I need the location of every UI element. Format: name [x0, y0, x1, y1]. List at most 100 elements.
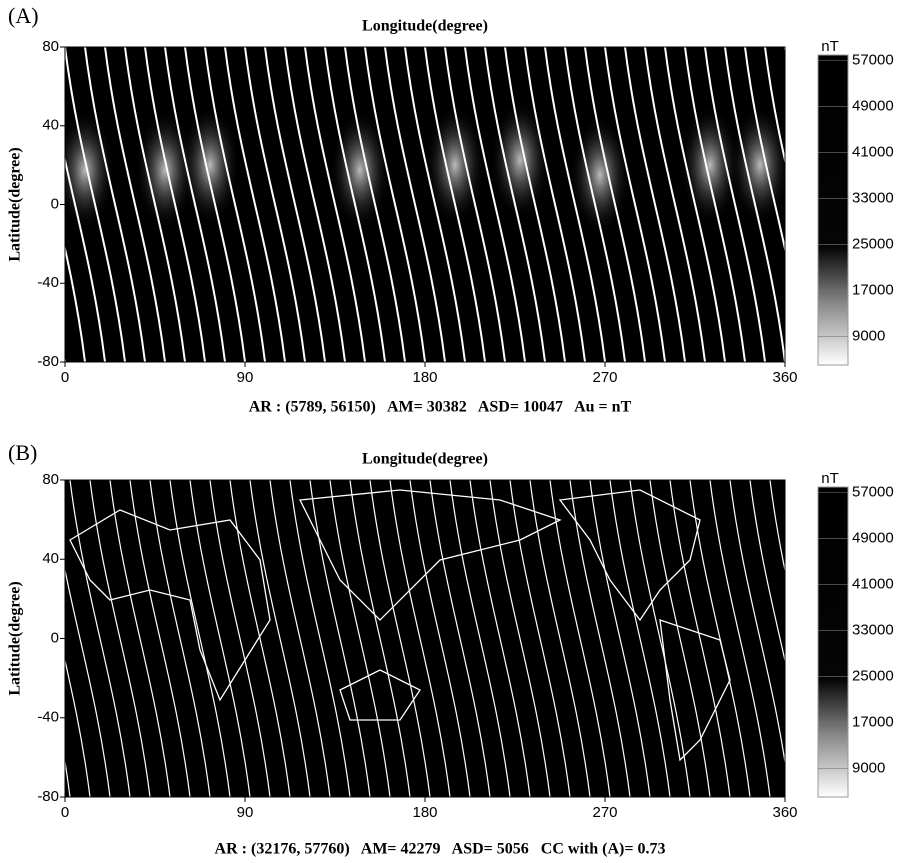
- satellite-track: [129, 480, 191, 797]
- colorbar-tick-label: 9000: [852, 327, 885, 344]
- map-background: [65, 480, 785, 797]
- satellite-track: [264, 47, 326, 362]
- satellite-track: [769, 480, 785, 574]
- x-tick-label: 90: [237, 369, 254, 386]
- satellite-track: [249, 480, 311, 797]
- colorbar-tick-label: 41000: [852, 576, 894, 593]
- bright-patch: [680, 105, 740, 225]
- satellite-track: [704, 47, 766, 362]
- satellite-track: [65, 657, 91, 797]
- satellite-track: [349, 480, 411, 797]
- satellite-track: [304, 47, 366, 362]
- x-tick-label: 360: [772, 804, 797, 821]
- satellite-track: [65, 567, 111, 797]
- y-tick-label: 80: [42, 38, 59, 55]
- satellite-track: [664, 47, 726, 362]
- satellite-track: [204, 47, 266, 362]
- satellite-track: [384, 47, 446, 362]
- satellite-track: [689, 480, 751, 797]
- satellite-track: [224, 47, 286, 362]
- colorbar-tick-label: 57000: [852, 52, 894, 69]
- x-tick-label: 270: [592, 369, 617, 386]
- satellite-track: [389, 480, 451, 797]
- colorbar-tick-label: 17000: [852, 713, 894, 730]
- colorbar-tick-label: 41000: [852, 144, 894, 161]
- satellite-track: [589, 480, 651, 797]
- satellite-track: [124, 47, 186, 362]
- satellite-track: [624, 47, 686, 362]
- satellite-track: [244, 47, 306, 362]
- x-tick-label: 180: [412, 804, 437, 821]
- x-tick-label: 270: [592, 804, 617, 821]
- colorbar-tick-label: 33000: [852, 621, 894, 638]
- satellite-track: [209, 480, 271, 797]
- satellite-track: [464, 47, 526, 362]
- caption: AR : (32176, 57760) AM= 42279 ASD= 5056 …: [215, 841, 666, 858]
- panel-label: (B): [8, 440, 37, 465]
- colorbar: [817, 486, 849, 798]
- y-tick-label: 80: [42, 471, 59, 488]
- satellite-track: [444, 47, 506, 362]
- satellite-track: [409, 480, 471, 797]
- satellite-track: [364, 47, 426, 362]
- satellite-track: [644, 47, 706, 362]
- y-tick-label: 0: [51, 629, 59, 646]
- satellite-track: [629, 480, 691, 797]
- satellite-track: [404, 47, 466, 362]
- y-tick-label: 0: [51, 195, 59, 212]
- satellite-track: [709, 480, 771, 797]
- chart-title: Longitude(degree): [362, 451, 488, 468]
- coastline: [69, 489, 731, 762]
- satellite-track: [569, 480, 631, 797]
- satellite-track: [69, 480, 131, 797]
- satellite-track: [509, 480, 571, 797]
- colorbar-unit: nT: [821, 470, 839, 487]
- colorbar-tick-label: 57000: [852, 484, 894, 501]
- satellite-track: [469, 480, 531, 797]
- satellite-track: [424, 47, 486, 362]
- satellite-track: [229, 480, 291, 797]
- satellite-track: [729, 480, 785, 766]
- x-tick-label: 360: [772, 369, 797, 386]
- satellite-track: [609, 480, 671, 797]
- x-tick-label: 0: [61, 369, 69, 386]
- y-tick-label: -80: [37, 353, 59, 370]
- satellite-track: [749, 480, 785, 664]
- satellite-track: [189, 480, 251, 797]
- y-tick-label: -40: [37, 709, 59, 726]
- colorbar-tick-label: 25000: [852, 235, 894, 252]
- colorbar: [817, 54, 849, 366]
- x-tick-label: 0: [61, 804, 69, 821]
- x-tick-label: 90: [237, 804, 254, 821]
- colorbar-tick-label: 9000: [852, 759, 885, 776]
- bright-patch: [730, 105, 785, 225]
- colorbar-tick-label: 25000: [852, 667, 894, 684]
- satellite-track: [529, 480, 591, 797]
- satellite-track: [309, 480, 371, 797]
- satellite-track: [169, 480, 231, 797]
- satellite-track: [289, 480, 351, 797]
- satellite-track: [329, 480, 391, 797]
- satellite-track: [744, 47, 785, 254]
- bright-patch: [330, 110, 390, 230]
- satellite-track: [65, 47, 126, 362]
- satellite-track: [429, 480, 491, 797]
- map-area: [65, 480, 785, 797]
- colorbar-tick-label: 49000: [852, 530, 894, 547]
- satellite-track: [649, 480, 711, 797]
- satellite-track: [524, 47, 586, 362]
- satellite-track: [504, 47, 566, 362]
- bright-patch: [180, 105, 240, 225]
- satellite-track: [564, 47, 626, 362]
- satellite-track: [109, 480, 171, 797]
- satellite-track: [544, 47, 606, 362]
- y-axis-label: Latitude(degree): [7, 581, 24, 695]
- satellite-track: [65, 243, 86, 362]
- y-axis-label: Latitude(degree): [7, 147, 24, 261]
- colorbar-tick-label: 33000: [852, 189, 894, 206]
- satellite-track: [184, 47, 246, 362]
- colorbar-tick-label: 49000: [852, 98, 894, 115]
- satellite-track: [164, 47, 226, 362]
- satellite-track: [449, 480, 511, 797]
